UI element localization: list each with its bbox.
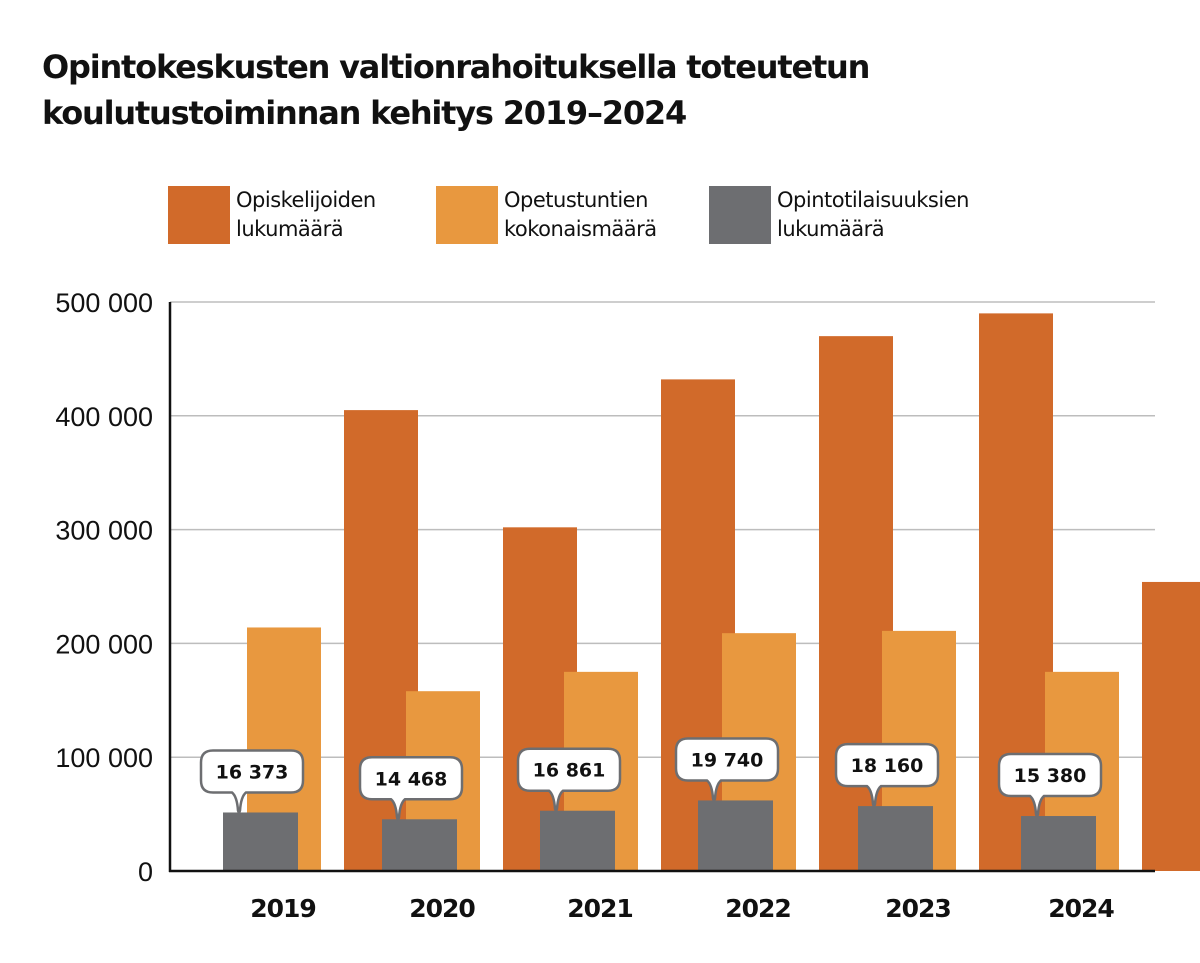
data-label-bubble xyxy=(834,742,940,808)
legend-swatch-students xyxy=(168,186,230,244)
data-label-bubble xyxy=(199,749,305,814)
legend-swatch-teaching-hours xyxy=(436,186,498,244)
legend-item-students: Opiskelijoiden lukumäärä xyxy=(168,186,376,244)
bar-students-2022 xyxy=(819,336,893,871)
legend-label-teaching-hours: Opetustuntien kokonaismäärä xyxy=(504,188,657,241)
chart-title: Opintokeskusten valtionrahoituksella tot… xyxy=(42,44,870,136)
bar-study-events-2019 xyxy=(223,812,298,871)
y-tick-label: 100 000 xyxy=(55,743,153,773)
bar-study-events-2024 xyxy=(1021,816,1096,871)
bar-study-events-2023 xyxy=(858,806,933,871)
data-label-bubble xyxy=(516,747,622,812)
data-label: 16 373 xyxy=(216,761,289,783)
y-tick-label: 300 000 xyxy=(55,516,153,546)
bar-study-events-2020 xyxy=(382,819,457,871)
data-label-bubble xyxy=(674,737,780,802)
chart-title-line-2: koulutustoiminnan kehitys 2019–2024 xyxy=(42,94,687,132)
y-tick-label: 400 000 xyxy=(55,402,153,432)
y-tick-label: 200 000 xyxy=(55,629,153,659)
legend-label-students: Opiskelijoiden lukumäärä xyxy=(236,188,376,241)
x-tick-label: 2019 xyxy=(250,894,316,923)
data-label: 14 468 xyxy=(375,768,448,790)
legend-label-study-events: Opintotilaisuuksien lukumäärä xyxy=(777,188,969,241)
legend-swatch-study-events xyxy=(709,186,771,244)
chart-title-line-1: Opintokeskusten valtionrahoituksella tot… xyxy=(42,48,870,86)
data-label-bubble xyxy=(997,752,1103,818)
bar-study-events-2021 xyxy=(540,810,615,871)
x-tick-label: 2021 xyxy=(567,894,633,923)
x-tick-label: 2022 xyxy=(725,894,791,923)
data-label: 18 160 xyxy=(851,755,924,777)
x-tick-label: 2023 xyxy=(885,894,951,923)
data-label-bubble xyxy=(358,756,464,821)
data-label: 19 740 xyxy=(691,749,764,771)
data-label: 15 380 xyxy=(1014,765,1087,787)
x-tick-label: 2020 xyxy=(409,894,475,923)
legend-item-study-events: Opintotilaisuuksien lukumäärä xyxy=(709,186,969,244)
y-tick-label: 0 xyxy=(138,857,153,887)
bar-students-2024 xyxy=(1142,581,1200,871)
y-tick-label: 500 000 xyxy=(55,288,153,318)
bar-study-events-2022 xyxy=(698,800,773,871)
data-label: 16 861 xyxy=(533,760,606,782)
x-tick-label: 2024 xyxy=(1048,894,1114,923)
legend-item-teaching-hours: Opetustuntien kokonaismäärä xyxy=(436,186,657,244)
